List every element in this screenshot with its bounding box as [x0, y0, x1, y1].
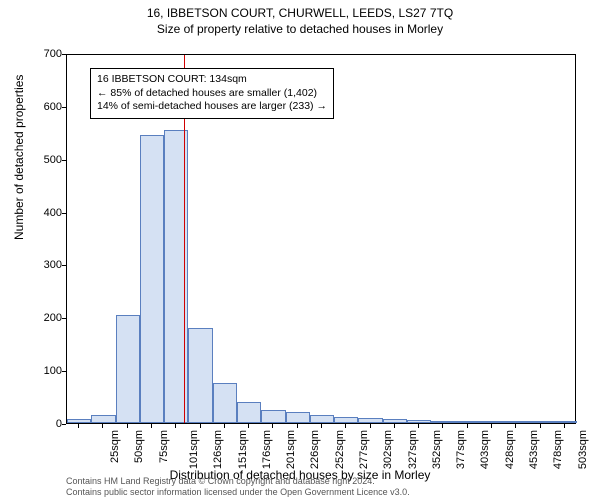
- x-tick-mark: [151, 424, 152, 428]
- histogram-bar: [310, 415, 334, 423]
- title-address: 16, IBBETSON COURT, CHURWELL, LEEDS, LS2…: [0, 0, 600, 20]
- x-tick-mark: [321, 424, 322, 428]
- title-subtitle: Size of property relative to detached ho…: [0, 20, 600, 36]
- histogram-bar: [358, 418, 382, 423]
- x-tick-label: 75sqm: [158, 430, 170, 463]
- histogram-bar: [456, 421, 480, 423]
- x-tick-mark: [564, 424, 565, 428]
- x-tick-label: 503sqm: [577, 430, 589, 469]
- y-tick-mark: [62, 371, 66, 372]
- y-tick-mark: [62, 160, 66, 161]
- x-tick-label: 377sqm: [455, 430, 467, 469]
- y-tick-label: 500: [44, 154, 62, 166]
- histogram-bar: [480, 421, 504, 423]
- x-tick-mark: [370, 424, 371, 428]
- y-tick-label: 200: [44, 312, 62, 324]
- histogram-bar: [91, 415, 115, 423]
- info-line-2: ← 85% of detached houses are smaller (1,…: [97, 87, 327, 101]
- x-tick-label: 327sqm: [407, 430, 419, 469]
- y-tick-label: 700: [44, 48, 62, 60]
- y-tick-mark: [62, 318, 66, 319]
- x-tick-label: 25sqm: [109, 430, 121, 463]
- x-tick-mark: [442, 424, 443, 428]
- x-tick-label: 50sqm: [133, 430, 145, 463]
- x-tick-label: 478sqm: [552, 430, 564, 469]
- x-tick-mark: [297, 424, 298, 428]
- histogram-bar: [286, 412, 310, 423]
- y-tick-mark: [62, 107, 66, 108]
- y-tick-mark: [62, 54, 66, 55]
- y-tick-label: 600: [44, 101, 62, 113]
- footer-line-2: Contains public sector information licen…: [66, 487, 410, 498]
- y-tick-label: 300: [44, 259, 62, 271]
- chart-container: 16 IBBETSON COURT: 134sqm ← 85% of detac…: [66, 54, 576, 424]
- x-tick-label: 226sqm: [310, 430, 322, 469]
- x-tick-label: 176sqm: [261, 430, 273, 469]
- histogram-bar: [431, 421, 455, 423]
- x-tick-label: 151sqm: [237, 430, 249, 469]
- histogram-bar: [116, 315, 140, 423]
- y-tick-label: 100: [44, 365, 62, 377]
- x-tick-mark: [127, 424, 128, 428]
- histogram-bar: [67, 419, 91, 423]
- x-tick-mark: [418, 424, 419, 428]
- y-tick-mark: [62, 424, 66, 425]
- histogram-bar: [261, 410, 285, 423]
- x-tick-mark: [467, 424, 468, 428]
- y-tick-label: 400: [44, 207, 62, 219]
- footer-line-1: Contains HM Land Registry data © Crown c…: [66, 476, 410, 487]
- x-tick-mark: [394, 424, 395, 428]
- x-tick-label: 277sqm: [358, 430, 370, 469]
- y-tick-mark: [62, 265, 66, 266]
- x-tick-mark: [224, 424, 225, 428]
- x-tick-label: 403sqm: [480, 430, 492, 469]
- x-tick-mark: [248, 424, 249, 428]
- x-tick-mark: [175, 424, 176, 428]
- info-line-3: 14% of semi-detached houses are larger (…: [97, 100, 327, 114]
- histogram-bar: [140, 135, 164, 423]
- y-axis-label: Number of detached properties: [12, 75, 26, 240]
- x-tick-label: 302sqm: [382, 430, 394, 469]
- footer-attribution: Contains HM Land Registry data © Crown c…: [66, 476, 410, 498]
- x-tick-label: 201sqm: [285, 430, 297, 469]
- x-tick-label: 126sqm: [212, 430, 224, 469]
- x-tick-mark: [540, 424, 541, 428]
- x-tick-label: 252sqm: [334, 430, 346, 469]
- y-tick-mark: [62, 213, 66, 214]
- histogram-bar: [528, 421, 552, 423]
- x-tick-mark: [491, 424, 492, 428]
- histogram-bar: [237, 402, 261, 423]
- x-tick-mark: [102, 424, 103, 428]
- histogram-bar: [213, 383, 237, 423]
- histogram-bar: [407, 420, 431, 423]
- x-tick-label: 352sqm: [431, 430, 443, 469]
- histogram-bar: [188, 328, 212, 423]
- histogram-bar: [504, 421, 528, 423]
- info-line-1: 16 IBBETSON COURT: 134sqm: [97, 73, 327, 87]
- x-tick-mark: [345, 424, 346, 428]
- x-tick-mark: [78, 424, 79, 428]
- info-box: 16 IBBETSON COURT: 134sqm ← 85% of detac…: [90, 68, 334, 119]
- x-tick-label: 453sqm: [528, 430, 540, 469]
- x-tick-mark: [200, 424, 201, 428]
- histogram-bar: [334, 417, 358, 423]
- x-tick-label: 428sqm: [504, 430, 516, 469]
- x-tick-mark: [515, 424, 516, 428]
- histogram-bar: [553, 421, 577, 423]
- x-tick-mark: [272, 424, 273, 428]
- x-tick-label: 101sqm: [188, 430, 200, 469]
- histogram-bar: [383, 419, 407, 423]
